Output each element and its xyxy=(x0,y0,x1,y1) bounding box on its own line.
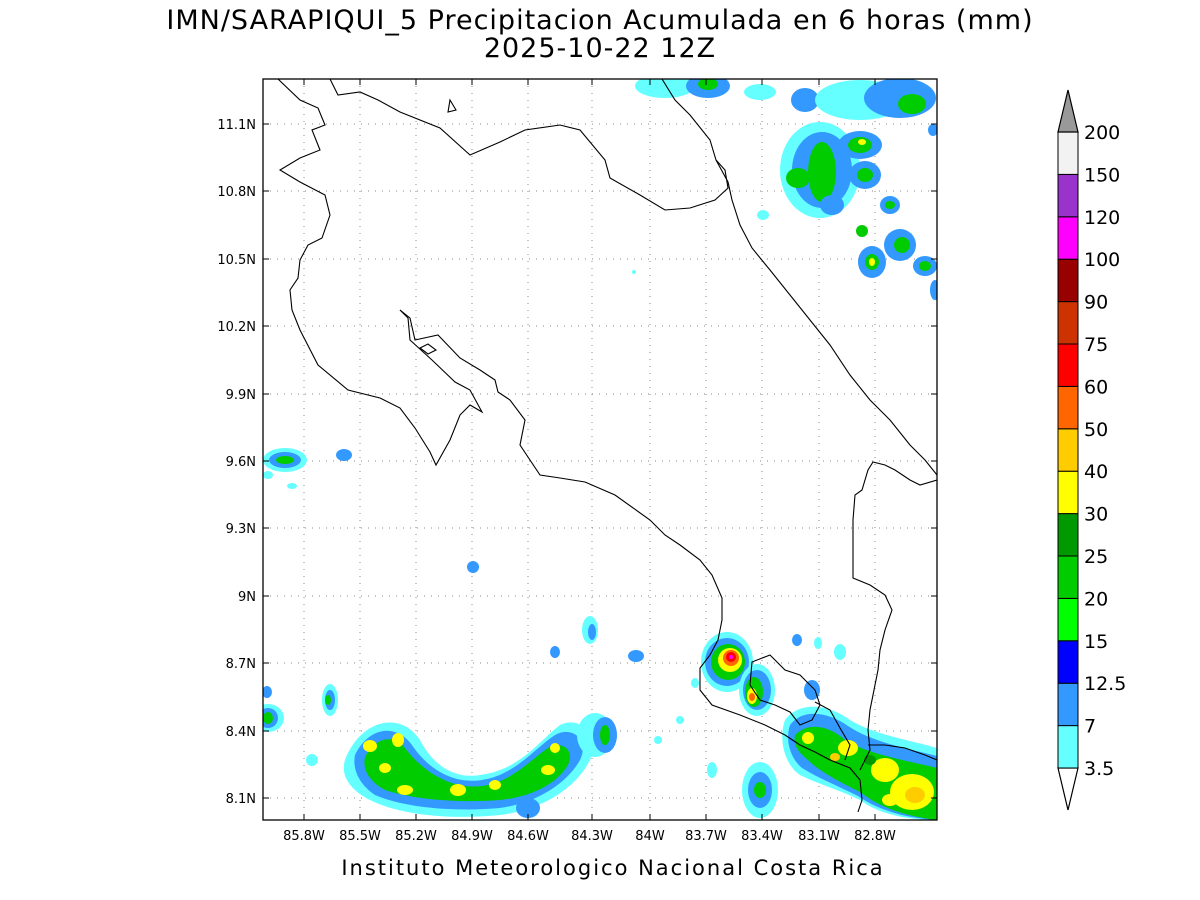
colorbar-level-label: 60 xyxy=(1084,376,1108,398)
latitude-tick-label: 9.6N xyxy=(226,455,256,470)
colorbar-level-label: 20 xyxy=(1084,588,1108,610)
colorbar-swatch xyxy=(1057,725,1079,769)
colorbar-under-triangle xyxy=(1057,767,1079,811)
precipitation-field xyxy=(263,79,937,820)
latitude-tick-label: 9.3N xyxy=(226,522,256,537)
colorbar-swatch xyxy=(1057,640,1079,684)
longitude-tick-label: 84.9W xyxy=(451,829,493,844)
colorbar-over-triangle xyxy=(1057,89,1079,133)
colorbar-level-label: 3.5 xyxy=(1084,758,1114,780)
colorbar-level-label: 25 xyxy=(1084,546,1108,568)
colorbar-level-label: 100 xyxy=(1084,249,1120,271)
latitude-tick-label: 8.1N xyxy=(226,792,256,807)
colorbar-level-label: 40 xyxy=(1084,461,1108,483)
latitude-tick-label: 10.8N xyxy=(217,185,256,200)
longitude-axis: 85.8W 85.5W 85.2W 84.9W 84.6W 84.3W 84W 83.7W 83… xyxy=(283,79,896,844)
colorbar-swatch xyxy=(1057,513,1079,557)
colorbar-swatch xyxy=(1057,428,1079,472)
longitude-tick-label: 83.4W xyxy=(741,829,783,844)
colorbar-legend: 3.5 7 12.5 15 20 25 30 40 50 60 75 90 100 120 150 200 xyxy=(1057,89,1126,811)
latitude-tick-label: 9N xyxy=(238,590,256,605)
colorbar-swatch xyxy=(1057,258,1079,303)
rain-area-pacific-west xyxy=(263,448,479,573)
colorbar-swatch xyxy=(1057,173,1079,218)
longitude-tick-label: 85.8W xyxy=(283,829,325,844)
colorbar-swatch xyxy=(1057,343,1079,387)
colorbar-swatch xyxy=(1057,131,1079,175)
latitude-tick-label: 10.2N xyxy=(217,320,256,335)
valid-time: 2025-10-22 12Z xyxy=(483,33,717,64)
rain-area-pacific-south xyxy=(263,616,717,818)
plot-frame xyxy=(262,78,938,821)
colorbar-swatch xyxy=(1057,597,1079,642)
colorbar-level-label: 12.5 xyxy=(1084,673,1126,695)
colorbar-swatch xyxy=(1057,385,1079,430)
colorbar-swatch xyxy=(1057,682,1079,727)
latitude-tick-label: 11.1N xyxy=(217,118,256,133)
longitude-tick-label: 84.3W xyxy=(571,829,613,844)
colorbar-swatch xyxy=(1057,301,1079,345)
colorbar-level-label: 75 xyxy=(1084,334,1108,356)
latitude-axis: 11.1N 10.8N 10.5N 10.2N 9.9N 9.6N 9.3N 9N 8.7N 8.… xyxy=(217,118,937,807)
rain-area-caribbean-north xyxy=(632,79,937,300)
latitude-tick-label: 8.4N xyxy=(226,725,256,740)
coastlines xyxy=(277,79,937,813)
rain-area-southeast xyxy=(691,632,937,820)
longitude-tick-label: 84W xyxy=(635,829,665,844)
colorbar-level-label: 15 xyxy=(1084,631,1108,653)
footer-credit: Instituto Meteorologico Nacional Costa R… xyxy=(341,856,885,880)
longitude-tick-label: 85.5W xyxy=(339,829,381,844)
colorbar-level-label: 30 xyxy=(1084,504,1108,526)
colorbar-swatch xyxy=(1057,470,1079,515)
latitude-tick-label: 8.7N xyxy=(226,657,256,672)
longitude-tick-label: 83.7W xyxy=(685,829,727,844)
colorbar-level-label: 7 xyxy=(1084,716,1096,738)
map-title: IMN/SARAPIQUI_5 Precipitacion Acumulada … xyxy=(166,5,1034,36)
longitude-tick-label: 82.8W xyxy=(854,829,896,844)
colorbar-level-label: 50 xyxy=(1084,419,1108,441)
latitude-tick-label: 9.9N xyxy=(226,388,256,403)
longitude-tick-label: 84.6W xyxy=(507,829,549,844)
longitude-tick-label: 83.1W xyxy=(798,829,840,844)
colorbar-level-label: 120 xyxy=(1084,207,1120,229)
colorbar-level-label: 200 xyxy=(1084,122,1120,144)
colorbar-swatch xyxy=(1057,555,1079,599)
colorbar-level-label: 90 xyxy=(1084,292,1108,314)
colorbar-level-label: 150 xyxy=(1084,164,1120,186)
longitude-tick-label: 85.2W xyxy=(395,829,437,844)
latitude-tick-label: 10.5N xyxy=(217,253,256,268)
colorbar-swatch xyxy=(1057,216,1079,260)
